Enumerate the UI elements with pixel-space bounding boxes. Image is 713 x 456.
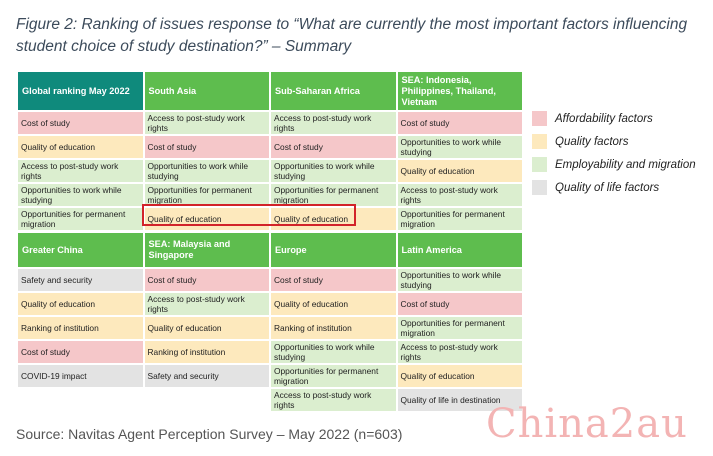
table-cell: Opportunities for permanent migration bbox=[271, 184, 396, 206]
table-cell: Ranking of institution bbox=[271, 317, 396, 339]
table-row: Opportunities to work while studying Oppo… bbox=[18, 184, 522, 206]
table-cell: Opportunities to work while studying bbox=[144, 160, 269, 182]
table-cell: COVID-19 impact bbox=[18, 365, 143, 387]
table-row: Access to post-study work rights Quality … bbox=[18, 389, 522, 411]
table-cell: Opportunities to work while studying bbox=[397, 136, 522, 158]
table-cell: Quality of education bbox=[144, 317, 269, 339]
table-cell: Cost of study bbox=[18, 341, 143, 363]
table-row: Cost of study Access to post-study work r… bbox=[18, 112, 522, 134]
table-cell: Access to post-study work rights bbox=[271, 112, 396, 134]
table-cell: Cost of study bbox=[397, 112, 522, 134]
header-sea-indonesia: SEA: Indonesia, Philippines, Thailand, V… bbox=[397, 72, 522, 110]
table-cell: Access to post-study work rights bbox=[18, 160, 143, 182]
table-cell: Cost of study bbox=[271, 136, 396, 158]
legend: Affordability factors Quality factors Empl… bbox=[532, 108, 696, 200]
legend-item: Quality of life factors bbox=[532, 177, 696, 198]
header-sub-saharan-africa: Sub-Saharan Africa bbox=[271, 72, 396, 110]
header-global-ranking: Global ranking May 2022 bbox=[18, 72, 143, 110]
header-latin-america: Latin America bbox=[397, 233, 522, 267]
legend-label: Employability and migration bbox=[555, 158, 696, 171]
legend-item: Affordability factors bbox=[532, 108, 696, 129]
legend-item: Employability and migration bbox=[532, 154, 696, 175]
table-cell: Safety and security bbox=[18, 269, 143, 291]
table-cell: Opportunities to work while studying bbox=[397, 269, 522, 291]
table-cell: Opportunities for permanent migration bbox=[397, 208, 522, 230]
table-cell: Cost of study bbox=[271, 269, 396, 291]
legend-swatch bbox=[532, 157, 547, 172]
legend-item: Quality factors bbox=[532, 131, 696, 152]
table-row: Opportunities for permanent migration Qua… bbox=[18, 208, 522, 230]
table-cell: Cost of study bbox=[144, 269, 269, 291]
table-cell: Quality of life in destination bbox=[397, 389, 522, 411]
quality-of-education-highlight-box bbox=[142, 204, 356, 226]
legend-label: Quality of life factors bbox=[555, 181, 660, 194]
table-cell: Ranking of institution bbox=[18, 317, 143, 339]
legend-label: Quality factors bbox=[555, 135, 629, 148]
table-row: Cost of study Ranking of institution Oppor… bbox=[18, 341, 522, 363]
legend-swatch bbox=[532, 134, 547, 149]
table-cell: Cost of study bbox=[397, 293, 522, 315]
table-row: Safety and security Cost of study Cost of … bbox=[18, 269, 522, 291]
table-cell: Quality of education bbox=[397, 160, 522, 182]
table-cell: Access to post-study work rights bbox=[144, 112, 269, 134]
table-cell: Access to post-study work rights bbox=[397, 184, 522, 206]
table-row: Quality of education Cost of study Cost of… bbox=[18, 136, 522, 158]
table-cell: Access to post-study work rights bbox=[397, 341, 522, 363]
table-row: COVID-19 impact Safety and security Opport… bbox=[18, 365, 522, 387]
table-row: Access to post-study work rights Opportun… bbox=[18, 160, 522, 182]
table-cell: Quality of education bbox=[18, 136, 143, 158]
ranking-table-bottom: Greater China SEA: Malaysia and Singapor… bbox=[16, 231, 524, 413]
table-cell: Opportunities to work while studying bbox=[18, 184, 143, 206]
table-cell: Ranking of institution bbox=[144, 341, 269, 363]
legend-swatch bbox=[532, 180, 547, 195]
table-row: Ranking of institution Quality of educati… bbox=[18, 317, 522, 339]
table-cell bbox=[18, 389, 143, 411]
source-note: Source: Navitas Agent Perception Survey … bbox=[16, 426, 403, 442]
table-cell: Quality of education bbox=[397, 365, 522, 387]
table-cell bbox=[144, 389, 269, 411]
watermark-text: China2au bbox=[486, 401, 688, 447]
header-sea-malaysia: SEA: Malaysia and Singapore bbox=[144, 233, 269, 267]
figure-title: Figure 2: Ranking of issues response to … bbox=[16, 16, 688, 55]
table-cell: Opportunities for permanent migration bbox=[397, 317, 522, 339]
table-cell: Quality of education bbox=[18, 293, 143, 315]
table-cell: Opportunities to work while studying bbox=[271, 341, 396, 363]
header-greater-china: Greater China bbox=[18, 233, 143, 267]
table-cell: Safety and security bbox=[144, 365, 269, 387]
table-row: Quality of education Access to post-study… bbox=[18, 293, 522, 315]
table-cell: Access to post-study work rights bbox=[271, 389, 396, 411]
table-cell: Quality of education bbox=[271, 293, 396, 315]
table-cell: Cost of study bbox=[144, 136, 269, 158]
table-cell: Opportunities for permanent migration bbox=[271, 365, 396, 387]
table-cell: Cost of study bbox=[18, 112, 143, 134]
ranking-table-top: Global ranking May 2022 South Asia Sub-S… bbox=[16, 70, 524, 232]
table-cell: Opportunities for permanent migration bbox=[18, 208, 143, 230]
table-cell: Opportunities for permanent migration bbox=[144, 184, 269, 206]
table-cell: Opportunities to work while studying bbox=[271, 160, 396, 182]
header-europe: Europe bbox=[271, 233, 396, 267]
legend-label: Affordability factors bbox=[555, 112, 653, 125]
header-south-asia: South Asia bbox=[144, 72, 269, 110]
table-cell: Access to post-study work rights bbox=[144, 293, 269, 315]
legend-swatch bbox=[532, 111, 547, 126]
